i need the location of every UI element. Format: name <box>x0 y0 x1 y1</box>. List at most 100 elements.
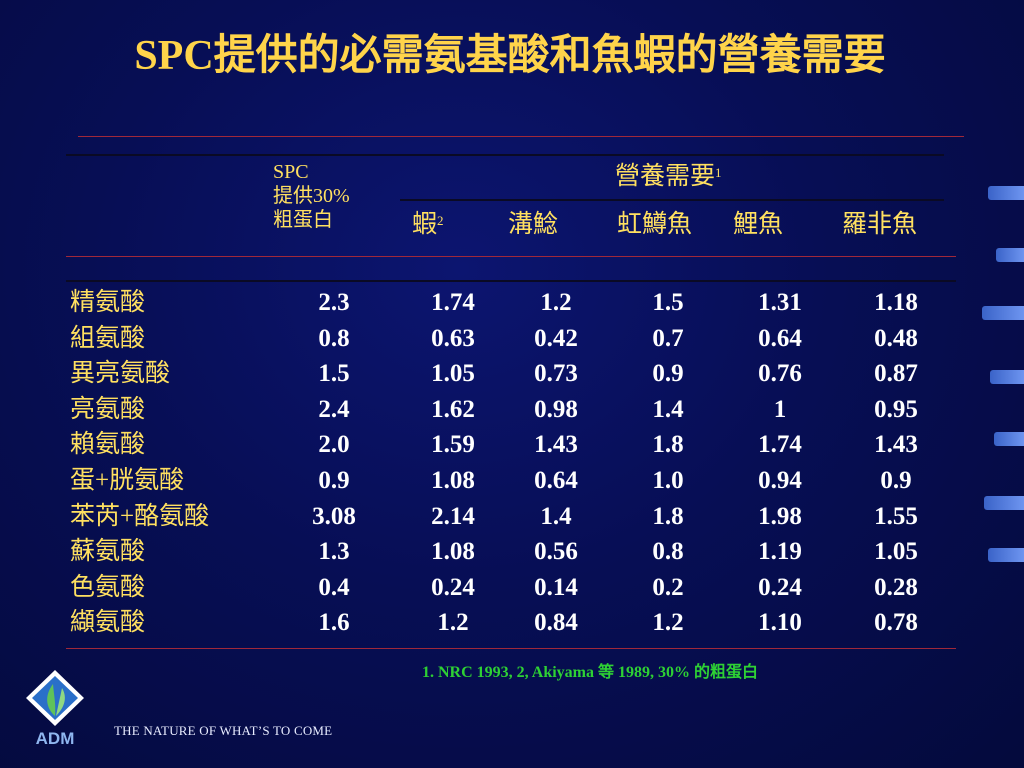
header-bottom-rule <box>66 256 956 257</box>
requirement-value-cell: 1.19 <box>758 538 802 566</box>
requirement-value-cell: 0.56 <box>534 538 578 566</box>
spc-value-cell: 2.4 <box>318 395 350 423</box>
species-header-tilapia: 羅非魚 <box>842 210 917 240</box>
spc-value-cell: 1.5 <box>318 360 350 388</box>
requirement-value-cell: 1.0 <box>652 467 684 494</box>
requirement-value-cell: 0.98 <box>534 395 578 423</box>
requirement-value-cell: 0.84 <box>534 609 578 637</box>
requirement-value-cell: 1.62 <box>431 395 475 423</box>
requirement-value-cell: 1.05 <box>431 360 475 388</box>
spc-value-cell: 0.8 <box>318 324 350 352</box>
decorative-streak <box>988 548 1024 562</box>
decorative-streak <box>984 496 1024 510</box>
spc-value-cell: 0.4 <box>318 573 350 601</box>
requirement-value-cell: 1.43 <box>874 431 918 459</box>
requirement-value-cell: 0.64 <box>534 467 578 494</box>
requirement-value-cell: 1.2 <box>540 289 572 316</box>
amino-acid-label: 苯芮+酪氨酸 <box>70 502 210 530</box>
requirement-header-label: 營養需要 <box>615 163 716 190</box>
amino-acid-label: 色氨酸 <box>70 573 146 601</box>
requirement-value-cell: 2.14 <box>431 502 475 530</box>
amino-acid-label: 纈氨酸 <box>70 609 146 637</box>
requirement-value-cell: 1.2 <box>652 609 684 637</box>
requirement-value-cell: 1.10 <box>758 609 802 637</box>
spc-value-cell: 1.3 <box>318 538 350 566</box>
requirement-header-sup: 1 <box>715 165 722 180</box>
title-underline <box>78 136 964 137</box>
requirement-value-cell: 1.08 <box>431 538 475 566</box>
requirement-value-cell: 1.43 <box>534 431 578 459</box>
requirement-value-cell: 1.59 <box>431 431 475 459</box>
requirement-value-cell: 0.2 <box>652 573 684 601</box>
requirement-value-cell: 0.63 <box>431 324 475 352</box>
requirement-value-cell: 1.98 <box>758 502 802 530</box>
decorative-streak <box>982 306 1024 320</box>
species-header-carp: 鯉魚 <box>733 210 783 240</box>
decorative-streak <box>996 248 1024 262</box>
spc-header-line3: 粗蛋白 <box>273 209 333 231</box>
requirement-value-cell: 0.78 <box>874 609 918 637</box>
amino-acid-label: 組氨酸 <box>70 324 146 352</box>
requirement-value-cell: 1.74 <box>758 431 802 459</box>
requirement-value-cell: 0.9 <box>880 467 912 494</box>
requirement-value-cell: 0.8 <box>652 538 684 566</box>
amino-acid-label: 賴氨酸 <box>70 431 146 459</box>
body-top-rule <box>66 280 956 282</box>
requirement-value-cell: 1.08 <box>431 467 475 494</box>
requirement-value-cell: 1.4 <box>540 502 572 530</box>
requirement-value-cell: 0.64 <box>758 324 802 352</box>
requirement-value-cell: 1.2 <box>437 609 469 637</box>
species-header-trout: 虹鱒魚 <box>617 210 692 240</box>
table-top-rule <box>66 154 944 156</box>
requirement-value-cell: 0.24 <box>431 573 475 601</box>
slide-title: SPC提供的必需氨基酸和魚蝦的營養需要 <box>134 33 886 79</box>
requirement-value-cell: 0.94 <box>758 467 802 494</box>
requirement-value-cell: 0.73 <box>534 360 578 388</box>
requirement-value-cell: 1.5 <box>652 289 684 316</box>
decorative-streak <box>994 432 1024 446</box>
species-sup: 2 <box>437 213 444 228</box>
requirement-value-cell: 0.48 <box>874 324 918 352</box>
requirement-value-cell: 1 <box>773 395 787 423</box>
requirement-value-cell: 1.74 <box>431 289 475 316</box>
species-header-catfish: 溝鯰 <box>508 210 558 240</box>
amino-acid-label: 精氨酸 <box>70 289 146 316</box>
table-bottom-rule <box>66 648 956 649</box>
amino-acid-label: 亮氨酸 <box>70 395 146 423</box>
amino-acid-label: 異亮氨酸 <box>70 360 171 388</box>
requirement-value-cell: 0.28 <box>874 573 918 601</box>
leaf-logo-icon: ADM <box>26 670 84 748</box>
species-name: 虹鱒魚 <box>617 211 693 238</box>
requirement-value-cell: 0.9 <box>652 360 684 388</box>
spc-header-line2: 提供30% <box>273 185 350 207</box>
requirement-value-cell: 0.24 <box>758 573 802 601</box>
requirement-value-cell: 0.76 <box>758 360 802 388</box>
species-name: 蝦 <box>412 211 438 238</box>
requirement-value-cell: 1.55 <box>874 502 918 530</box>
requirement-value-cell: 0.14 <box>534 573 578 601</box>
amino-acid-label: 蛋+胱氨酸 <box>70 467 185 494</box>
footnote: 1. NRC 1993, 2, Akiyama 等 1989, 30% 的粗蛋白 <box>422 664 759 681</box>
spc-value-cell: 2.0 <box>318 431 350 459</box>
species-header-rule <box>400 199 944 201</box>
requirement-value-cell: 0.95 <box>874 395 918 423</box>
species-name: 溝鯰 <box>508 211 559 238</box>
requirement-value-cell: 1.8 <box>652 431 684 459</box>
requirement-value-cell: 1.8 <box>652 502 684 530</box>
spc-value-cell: 2.3 <box>318 289 350 316</box>
requirement-value-cell: 1.4 <box>652 395 684 423</box>
requirement-value-cell: 0.87 <box>874 360 918 388</box>
amino-acid-label: 蘇氨酸 <box>70 538 146 566</box>
species-header-shrimp: 蝦2 <box>412 210 444 240</box>
tagline: THE NATURE OF WHAT’S TO COME <box>114 723 333 738</box>
adm-logo: ADM <box>20 668 90 748</box>
decorative-streak <box>988 186 1024 200</box>
requirement-header: 營養需要1 <box>615 162 722 192</box>
spc-value-cell: 0.9 <box>318 467 350 494</box>
decorative-streak <box>990 370 1024 384</box>
spc-value-cell: 1.6 <box>318 609 350 637</box>
requirement-value-cell: 1.05 <box>874 538 918 566</box>
logo-text: ADM <box>36 729 75 748</box>
spc-header-line1: SPC <box>273 161 309 183</box>
species-name: 鯉魚 <box>733 211 784 238</box>
